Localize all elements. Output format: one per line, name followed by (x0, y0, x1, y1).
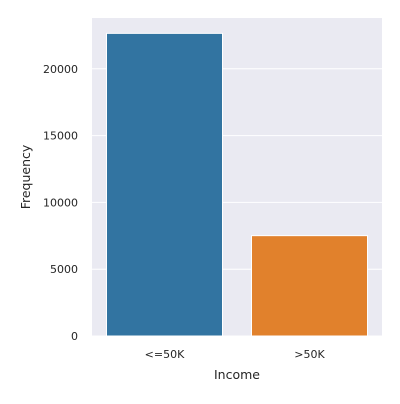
y-tick-label: 0 (71, 330, 78, 343)
x-axis-label: Income (214, 367, 260, 382)
y-tick-label: 15000 (43, 130, 78, 143)
x-tick-label: <=50K (145, 348, 185, 361)
y-tick-label: 5000 (50, 263, 78, 276)
y-tick-label: 20000 (43, 63, 78, 76)
y-axis-label: Frequency (18, 144, 33, 209)
y-axis-ticks: 0 5000 10000 15000 20000 (43, 63, 78, 343)
x-axis-ticks: <=50K >50K (145, 348, 326, 361)
bar-0 (106, 32, 223, 337)
y-tick-label: 10000 (43, 196, 78, 209)
bar-1 (251, 235, 368, 337)
bars (106, 32, 368, 337)
x-tick-label: >50K (294, 348, 325, 361)
